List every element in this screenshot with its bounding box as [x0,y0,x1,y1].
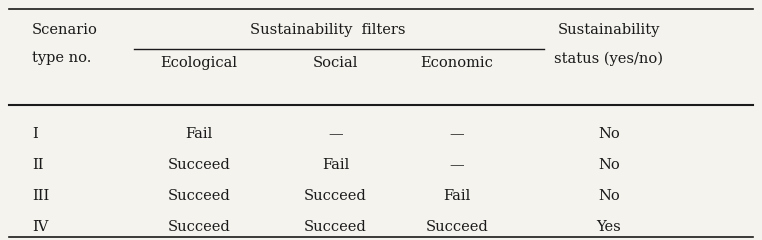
Text: Succeed: Succeed [168,220,230,234]
Text: No: No [598,127,620,141]
Text: Sustainability  filters: Sustainability filters [250,23,405,37]
Text: —: — [450,127,464,141]
Text: Economic: Economic [421,56,493,70]
Text: Succeed: Succeed [304,189,367,203]
Text: No: No [598,189,620,203]
Text: Fail: Fail [185,127,213,141]
Text: Succeed: Succeed [425,220,488,234]
Text: Succeed: Succeed [168,158,230,172]
Text: Fail: Fail [322,158,349,172]
Text: IV: IV [32,220,48,234]
Text: Succeed: Succeed [304,220,367,234]
Text: I: I [32,127,37,141]
Text: II: II [32,158,43,172]
Text: status (yes/no): status (yes/no) [554,51,663,66]
Text: —: — [450,158,464,172]
Text: Scenario: Scenario [32,23,98,37]
Text: —: — [328,127,343,141]
Text: Yes: Yes [597,220,621,234]
Text: Social: Social [312,56,358,70]
Text: Sustainability: Sustainability [558,23,660,37]
Text: Succeed: Succeed [168,189,230,203]
Text: Fail: Fail [443,189,471,203]
Text: type no.: type no. [32,51,91,65]
Text: III: III [32,189,49,203]
Text: No: No [598,158,620,172]
Text: Ecological: Ecological [160,56,237,70]
